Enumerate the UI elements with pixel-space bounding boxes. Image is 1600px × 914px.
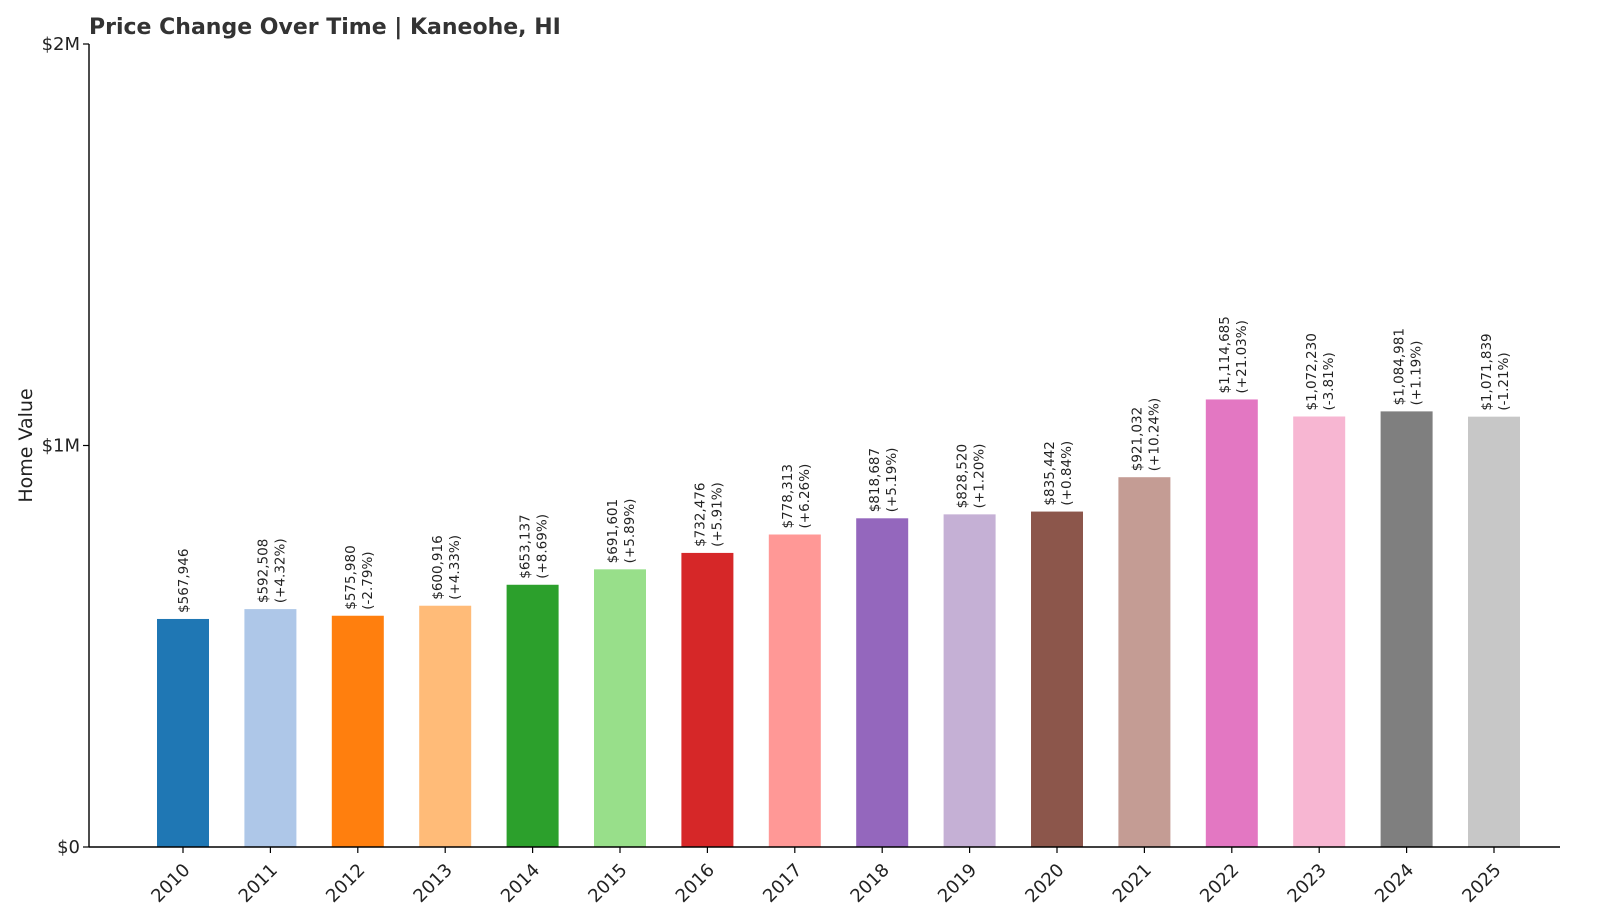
x-tick-label-2023: 2023 (1283, 860, 1330, 907)
value-label-2022: $1,114,685 (1217, 316, 1233, 393)
x-tick-label-2025: 2025 (1458, 860, 1505, 907)
value-label-2025: $1,071,839 (1479, 333, 1495, 410)
bars (157, 399, 1520, 847)
change-label-2016: (+5.91%) (709, 482, 725, 547)
bar-2011 (244, 609, 297, 847)
bar-2020 (1031, 511, 1083, 847)
value-label-2017: $778,313 (780, 464, 796, 528)
change-label-2022: (+21.03%) (1234, 320, 1250, 393)
value-label-2012: $575,980 (343, 545, 359, 609)
x-tick-label-2018: 2018 (846, 860, 893, 907)
value-label-2011: $592,508 (255, 539, 271, 603)
x-tick-label-2022: 2022 (1196, 860, 1243, 907)
x-tick-label-2024: 2024 (1371, 860, 1418, 907)
value-label-2023: $1,072,230 (1304, 333, 1320, 410)
change-label-2025: (-1.21%) (1496, 352, 1512, 410)
value-label-2013: $600,916 (430, 535, 446, 599)
value-label-2019: $828,520 (955, 444, 971, 508)
x-tick-label-2016: 2016 (672, 860, 719, 907)
x-tick-label-2010: 2010 (147, 860, 194, 907)
y-tick-label: $1M (42, 436, 80, 457)
value-label-2016: $732,476 (692, 482, 708, 546)
value-label-2020: $835,442 (1042, 441, 1058, 505)
change-label-2011: (+4.32%) (272, 538, 288, 603)
bar-2013 (419, 605, 472, 847)
value-label-2014: $653,137 (518, 514, 534, 578)
y-axis-ticks: $0 $1M $2M (42, 34, 89, 858)
bar-2025 (1468, 416, 1520, 847)
change-label-2024: (+1.19%) (1409, 341, 1425, 406)
bar-2024 (1380, 411, 1433, 847)
bar-2016 (681, 552, 734, 847)
change-label-2017: (+6.26%) (797, 464, 813, 529)
y-tick-label: $0 (57, 837, 80, 858)
bar-2015 (594, 569, 646, 847)
bar-2023 (1293, 416, 1346, 847)
change-label-2012: (-2.79%) (360, 551, 376, 609)
value-label-2010: $567,946 (176, 549, 192, 613)
change-label-2015: (+5.89%) (622, 499, 638, 564)
y-tick-label: $2M (42, 34, 80, 55)
bar-2022 (1205, 399, 1258, 847)
change-label-2014: (+8.69%) (535, 514, 551, 579)
x-tick-label-2015: 2015 (584, 860, 631, 907)
chart-title: Price Change Over Time | Kaneohe, HI (89, 15, 561, 40)
x-axis-ticks: 2010 2011 2012 2013 2014 2015 2016 2017 2018 2019… (147, 847, 1506, 907)
x-tick-label-2013: 2013 (409, 860, 456, 907)
x-tick-label-2011: 2011 (235, 860, 282, 907)
change-label-2020: (+0.84%) (1059, 441, 1075, 506)
x-tick-label-2014: 2014 (497, 860, 544, 907)
change-label-2018: (+5.19%) (884, 448, 900, 513)
bar-2010 (157, 618, 209, 847)
bar-2018 (856, 518, 909, 847)
value-label-2021: $921,032 (1129, 407, 1145, 471)
value-label-2018: $818,687 (867, 448, 883, 512)
bar-2021 (1118, 477, 1171, 847)
change-label-2019: (+1.20%) (972, 444, 988, 509)
x-tick-label-2020: 2020 (1021, 860, 1068, 907)
change-label-2013: (+4.33%) (447, 535, 463, 600)
bar-2017 (768, 534, 821, 847)
x-tick-label-2012: 2012 (322, 860, 369, 907)
bar-2014 (506, 584, 559, 847)
change-label-2023: (-3.81%) (1321, 352, 1337, 410)
value-label-2015: $691,601 (605, 499, 621, 563)
y-axis-label: Home Value (15, 388, 37, 502)
value-label-2024: $1,084,981 (1392, 328, 1408, 405)
bar-2019 (943, 514, 996, 847)
x-tick-label-2017: 2017 (759, 860, 806, 907)
change-label-2021: (+10.24%) (1146, 398, 1162, 471)
x-tick-label-2019: 2019 (934, 860, 981, 907)
x-tick-label-2021: 2021 (1109, 860, 1156, 907)
bar-2012 (331, 615, 384, 847)
data-labels: $567,946 $592,508 (+4.32%) $575,980 (-2.79%)… (176, 316, 1512, 613)
